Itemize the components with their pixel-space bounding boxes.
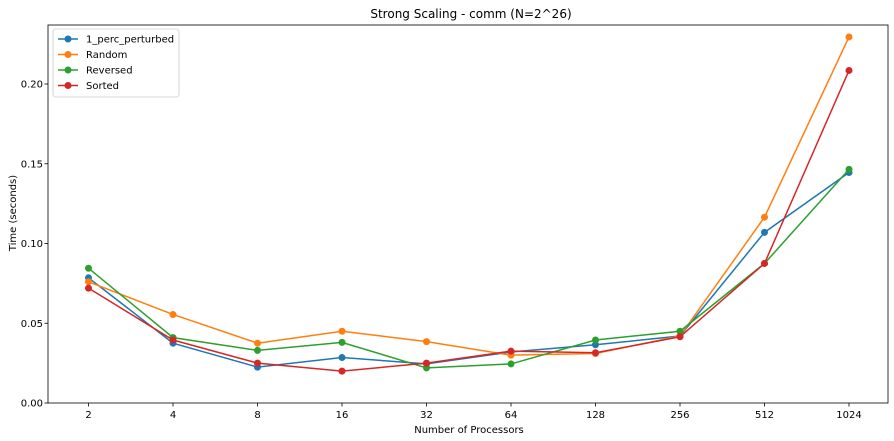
data-point [845,165,853,173]
legend-entry: Reversed [58,66,133,77]
x-tick-label: 1024 [836,410,861,421]
data-point [85,278,92,286]
x-axis-label: Number of Processors [414,425,524,436]
series-reversed [85,165,853,372]
plot-frame [47,24,889,404]
series-line [88,171,850,368]
data-point [338,327,346,335]
data-point [761,213,768,221]
data-point [845,33,853,41]
legend-label: Sorted [86,81,119,92]
legend-entry: Random [58,50,127,61]
y-tick-label: 0.05 [21,319,43,330]
y-tick-label: 0.20 [21,80,43,91]
axes: 2 4 8 16 32 64 128 256 512 1024 0.00 0.05 0.10 0.15 0.… [21,24,889,421]
x-tick-label: 4 [170,410,176,421]
x-tick-label: 32 [420,410,433,421]
legend-marker [64,35,72,43]
x-tick-label: 64 [505,410,518,421]
y-axis-label: Time (seconds) [8,175,19,252]
data-point [338,338,346,346]
legend: 1_perc_perturbed Random Reversed Sorted [52,28,180,98]
data-point [85,264,92,272]
data-point [423,338,430,346]
x-tick-label: 8 [254,410,260,421]
data-point [254,339,261,347]
data-point [169,336,177,344]
data-point [423,359,430,367]
data-point [676,333,684,341]
legend-entry: 1_perc_perturbed [58,35,174,46]
data-point [85,284,92,292]
data-point [169,310,177,318]
series-line [88,168,850,369]
data-point [592,336,599,344]
x-tick-label: 256 [670,410,689,421]
legend-label: Random [86,50,127,61]
data-point [761,228,768,236]
data-point [338,354,346,362]
legend-label: Reversed [86,66,133,77]
data-point [592,349,599,357]
x-tick-label: 2 [85,410,91,421]
series-line [88,70,850,372]
series-sorted [85,66,853,375]
x-tick-label: 16 [336,410,349,421]
data-point [338,367,346,375]
data-point [254,359,261,367]
y-tick-label: 0.10 [21,239,43,250]
legend-marker [64,51,72,58]
series-1-perc-perturbed [85,169,853,371]
y-tick-label: 0.15 [21,159,43,170]
legend-entry: Sorted [58,81,119,92]
plot-area [85,33,853,375]
legend-box [52,28,180,98]
data-point [507,360,515,368]
data-point [845,66,853,74]
chart-title: Strong Scaling - comm (N=2^26) [370,7,571,21]
series-line [88,36,850,356]
data-point [507,347,515,355]
data-point [676,327,684,335]
data-point [761,259,768,267]
y-tick-label: 0.00 [21,399,43,410]
x-tick-label: 512 [755,410,774,421]
legend-marker [64,66,72,74]
legend-label: 1_perc_perturbed [86,35,174,46]
series-random [85,33,853,359]
x-tick-label: 128 [586,410,605,421]
data-point [254,346,261,354]
data-point [423,364,430,372]
legend-marker [64,82,72,89]
data-point [592,341,599,349]
